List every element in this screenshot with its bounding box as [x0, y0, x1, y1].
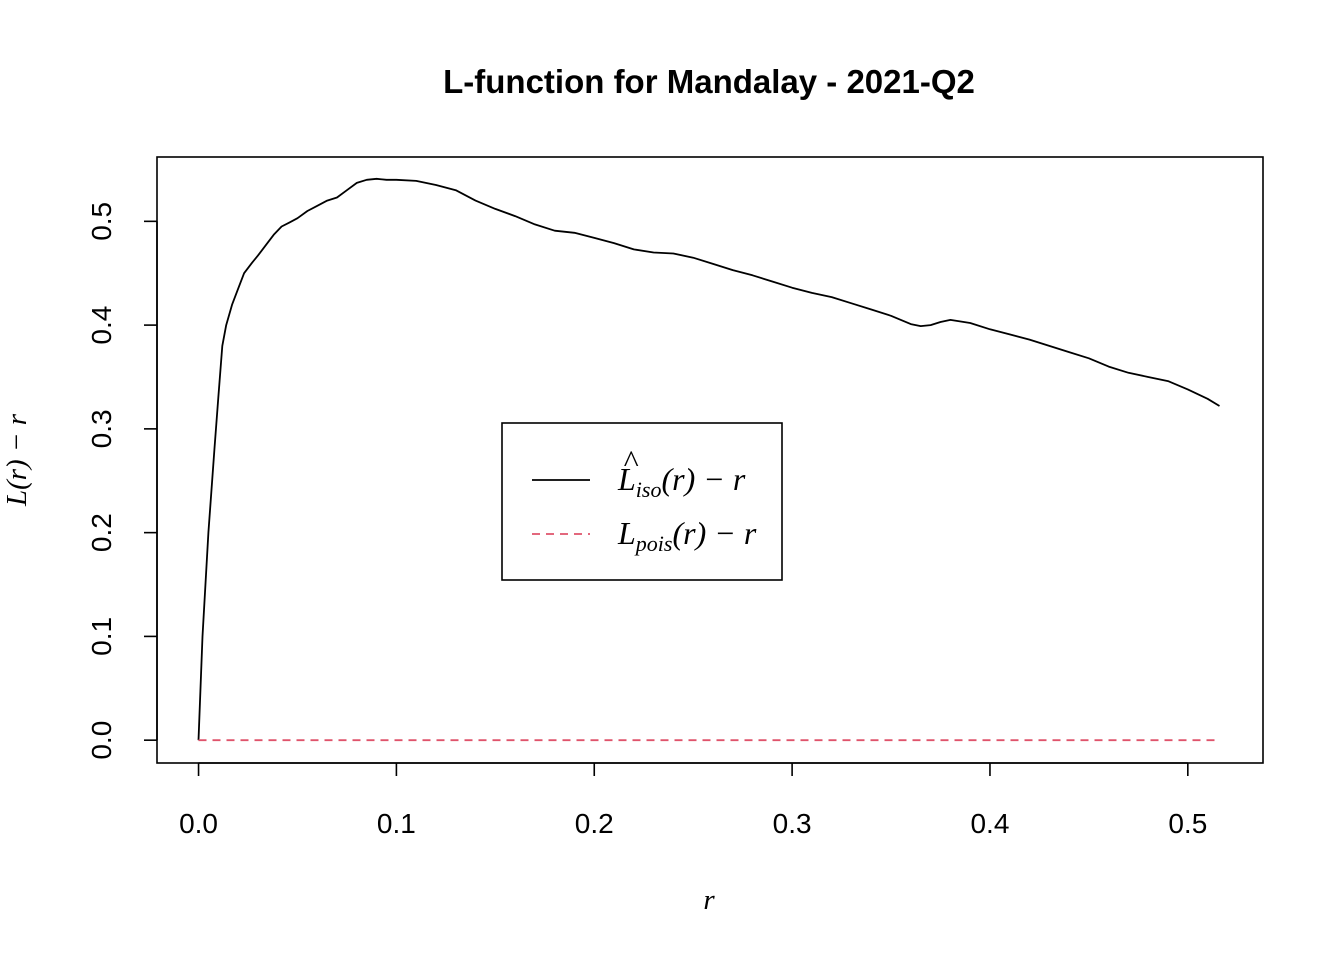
y-tick-label: 0.4 — [86, 306, 117, 345]
x-tick-label: 0.2 — [575, 808, 614, 839]
x-tick-label: 0.0 — [179, 808, 218, 839]
x-tick-label: 0.1 — [377, 808, 416, 839]
legend-symbol: L — [617, 515, 636, 551]
legend-hat: ^ — [623, 443, 639, 479]
legend: Liso(r) − r^Lpois(r) − r — [501, 422, 783, 581]
y-axis-label: L(r) − r — [1, 413, 33, 507]
legend-tail: (r) − r — [661, 461, 745, 497]
y-axis: 0.0 0.1 0.2 0.3 0.4 0.5 — [86, 202, 158, 760]
legend-label-iso: Liso(r) − r — [617, 461, 746, 502]
y-tick-label: 0.2 — [86, 513, 117, 552]
x-tick-label: 0.3 — [773, 808, 812, 839]
legend-tail: (r) − r — [672, 515, 756, 551]
legend-symbol: L — [617, 461, 636, 497]
x-tick-label: 0.4 — [970, 808, 1009, 839]
y-tick-label: 0.3 — [86, 409, 117, 448]
x-tick-label: 0.5 — [1168, 808, 1207, 839]
y-tick-label: 0.5 — [86, 202, 117, 241]
legend-box — [501, 422, 783, 581]
series-layer — [197, 177, 1220, 742]
y-tick-label: 0.0 — [86, 721, 117, 760]
legend-label-pois: Lpois(r) − r — [617, 515, 757, 556]
series-line-iso — [197, 177, 1220, 741]
chart-title: L-function for Mandalay - 2021-Q2 — [443, 63, 975, 100]
y-tick-label: 0.1 — [86, 617, 117, 656]
legend-subscript: pois — [634, 531, 673, 556]
x-axis-label: r — [703, 884, 715, 916]
x-axis: 0.0 0.1 0.2 0.3 0.4 0.5 — [179, 762, 1207, 839]
legend-subscript: iso — [636, 477, 662, 502]
